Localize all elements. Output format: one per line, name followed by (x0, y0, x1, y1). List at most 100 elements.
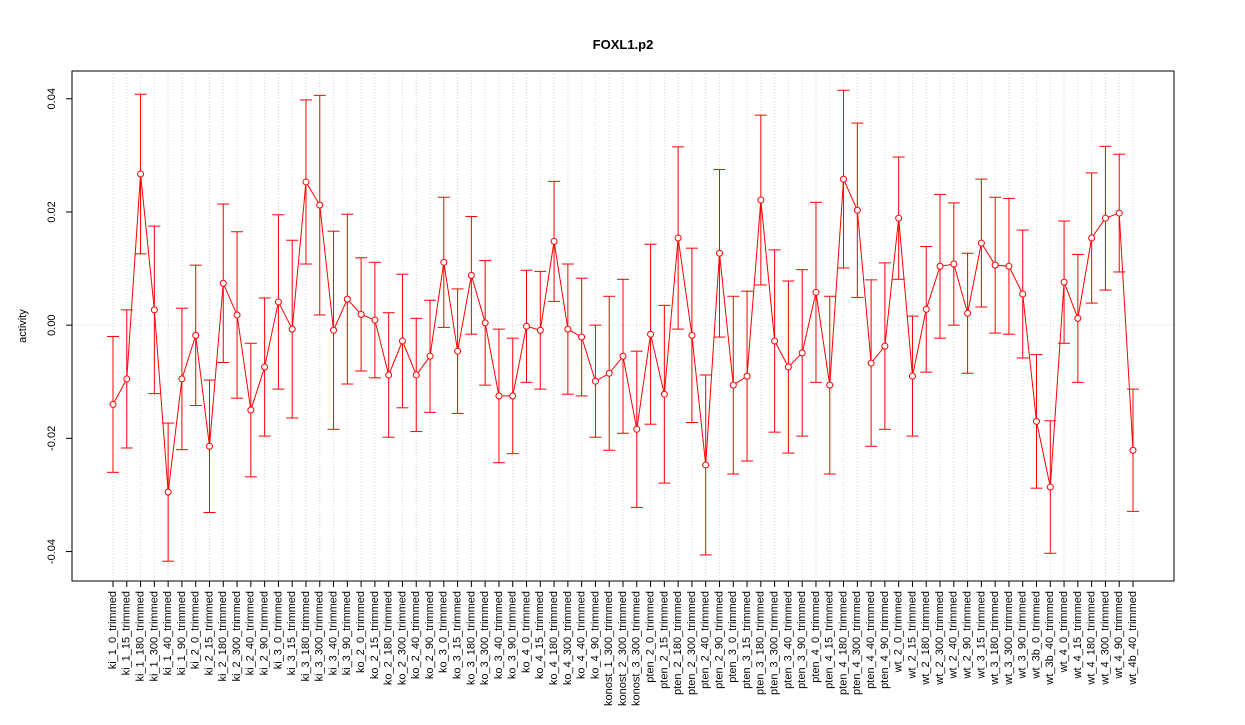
point (1115, 209, 1123, 217)
point (991, 261, 999, 269)
point (908, 372, 916, 380)
x-tick-label: ki_1_0_trimmed (107, 591, 119, 669)
point (715, 249, 723, 257)
point (771, 337, 779, 345)
point (454, 347, 462, 355)
x-tick-label: ko_3_180_trimmed (465, 591, 477, 685)
x-tick-label: wt_4_180_trimmed (1086, 591, 1098, 686)
point (1033, 417, 1041, 425)
x-tick-label: ko_4_15_trimmed (534, 591, 546, 679)
point (660, 390, 668, 398)
point (274, 298, 282, 306)
y-axis-label: activity (17, 309, 29, 343)
x-tick-label: konost_1_300_trimmed (603, 591, 615, 706)
point (564, 325, 572, 333)
x-tick-label: wt_3b_0_trimmed (1030, 591, 1042, 679)
x-tick-label: ki_1_180_trimmed (134, 591, 146, 682)
x-tick-label: ko_4_90_trimmed (589, 591, 601, 679)
x-tick-label: pten_3_40_trimmed (782, 591, 794, 689)
point (247, 406, 255, 414)
x-tick-label: ki_3_90_trimmed (341, 591, 353, 675)
x-tick-label: wt_4b_40_trimmed (1127, 591, 1139, 686)
x-tick-label: pten_4_15_trimmed (824, 591, 836, 689)
point (398, 337, 406, 345)
x-tick-label: pten_3_90_trimmed (796, 591, 808, 689)
point (853, 206, 861, 214)
point (178, 375, 186, 383)
x-tick-label: pten_2_180_trimmed (672, 591, 684, 695)
x-tick-label: wt_3_300_trimmed (1003, 591, 1015, 686)
point (412, 371, 420, 379)
point (757, 196, 765, 204)
point (1046, 483, 1054, 491)
point (164, 488, 172, 496)
point (509, 392, 517, 400)
x-tick-label: ko_3_300_trimmed (479, 591, 491, 685)
x-tick-label: pten_4_0_trimmed (810, 591, 822, 683)
x-tick-label: ko_2_300_trimmed (396, 591, 408, 685)
x-tick-label: wt_2_90_trimmed (962, 591, 974, 679)
x-tick-label: pten_4_90_trimmed (879, 591, 891, 689)
point (688, 331, 696, 339)
x-tick-label: ko_4_40_trimmed (576, 591, 588, 679)
x-tick-label: ko_3_90_trimmed (507, 591, 519, 679)
x-tick-label: ki_3_40_trimmed (327, 591, 339, 675)
x-tick-label: konost_2_300_trimmed (617, 591, 629, 706)
x-tick-label: pten_2_0_trimmed (644, 591, 656, 683)
x-tick-label: ko_3_0_trimmed (438, 591, 450, 673)
x-tick-label: ko_3_40_trimmed (493, 591, 505, 679)
x-tick-label: pten_3_15_trimmed (741, 591, 753, 689)
x-tick-label: ki_1_40_trimmed (162, 591, 174, 675)
point (192, 331, 200, 339)
point (840, 175, 848, 183)
point (536, 326, 544, 334)
x-tick-label: pten_2_90_trimmed (713, 591, 725, 689)
point (137, 170, 145, 178)
x-tick-label: ki_2_90_trimmed (259, 591, 271, 675)
point (288, 325, 296, 333)
x-tick-label: ko_2_15_trimmed (369, 591, 381, 679)
point (330, 326, 338, 334)
chart-title: FOXL1.p2 (593, 37, 654, 52)
x-tick-label: ki_2_300_trimmed (231, 591, 243, 682)
x-tick-label: pten_4_300_trimmed (851, 591, 863, 695)
point (1074, 314, 1082, 322)
point (922, 305, 930, 313)
x-tick-label: ki_2_40_trimmed (245, 591, 257, 675)
y-tick-label: 0.02 (46, 201, 58, 222)
point (743, 372, 751, 380)
point (1088, 234, 1096, 242)
x-tick-label: wt_2_0_trimmed (893, 591, 905, 673)
x-tick-label: wt_3b_40_trimmed (1044, 591, 1056, 686)
x-tick-label: konost_3_300_trimmed (631, 591, 643, 706)
x-tick-label: pten_4_180_trimmed (837, 591, 849, 695)
point (357, 310, 365, 318)
x-tick-label: pten_3_180_trimmed (755, 591, 767, 695)
point (798, 349, 806, 357)
x-tick-label: wt_2_300_trimmed (934, 591, 946, 686)
point (150, 306, 158, 314)
point (647, 330, 655, 338)
x-tick-label: wt_3_90_trimmed (1017, 591, 1029, 679)
point (977, 239, 985, 247)
point (426, 352, 434, 360)
point (316, 201, 324, 209)
x-tick-label: pten_3_0_trimmed (727, 591, 739, 683)
x-tick-label: wt_2_180_trimmed (920, 591, 932, 686)
x-tick-label: wt_2_40_trimmed (948, 591, 960, 679)
x-tick-label: pten_3_300_trimmed (769, 591, 781, 695)
point (729, 381, 737, 389)
x-tick-label: ko_2_180_trimmed (383, 591, 395, 685)
point (219, 279, 227, 287)
point (523, 322, 531, 330)
point (964, 309, 972, 317)
x-tick-label: ki_1_90_trimmed (176, 591, 188, 675)
x-tick-label: ki_3_300_trimmed (314, 591, 326, 682)
point (812, 288, 820, 296)
point (481, 319, 489, 327)
point (1060, 278, 1068, 286)
point (895, 214, 903, 222)
x-tick-label: pten_2_40_trimmed (700, 591, 712, 689)
y-tick-label: 0.00 (46, 314, 58, 335)
